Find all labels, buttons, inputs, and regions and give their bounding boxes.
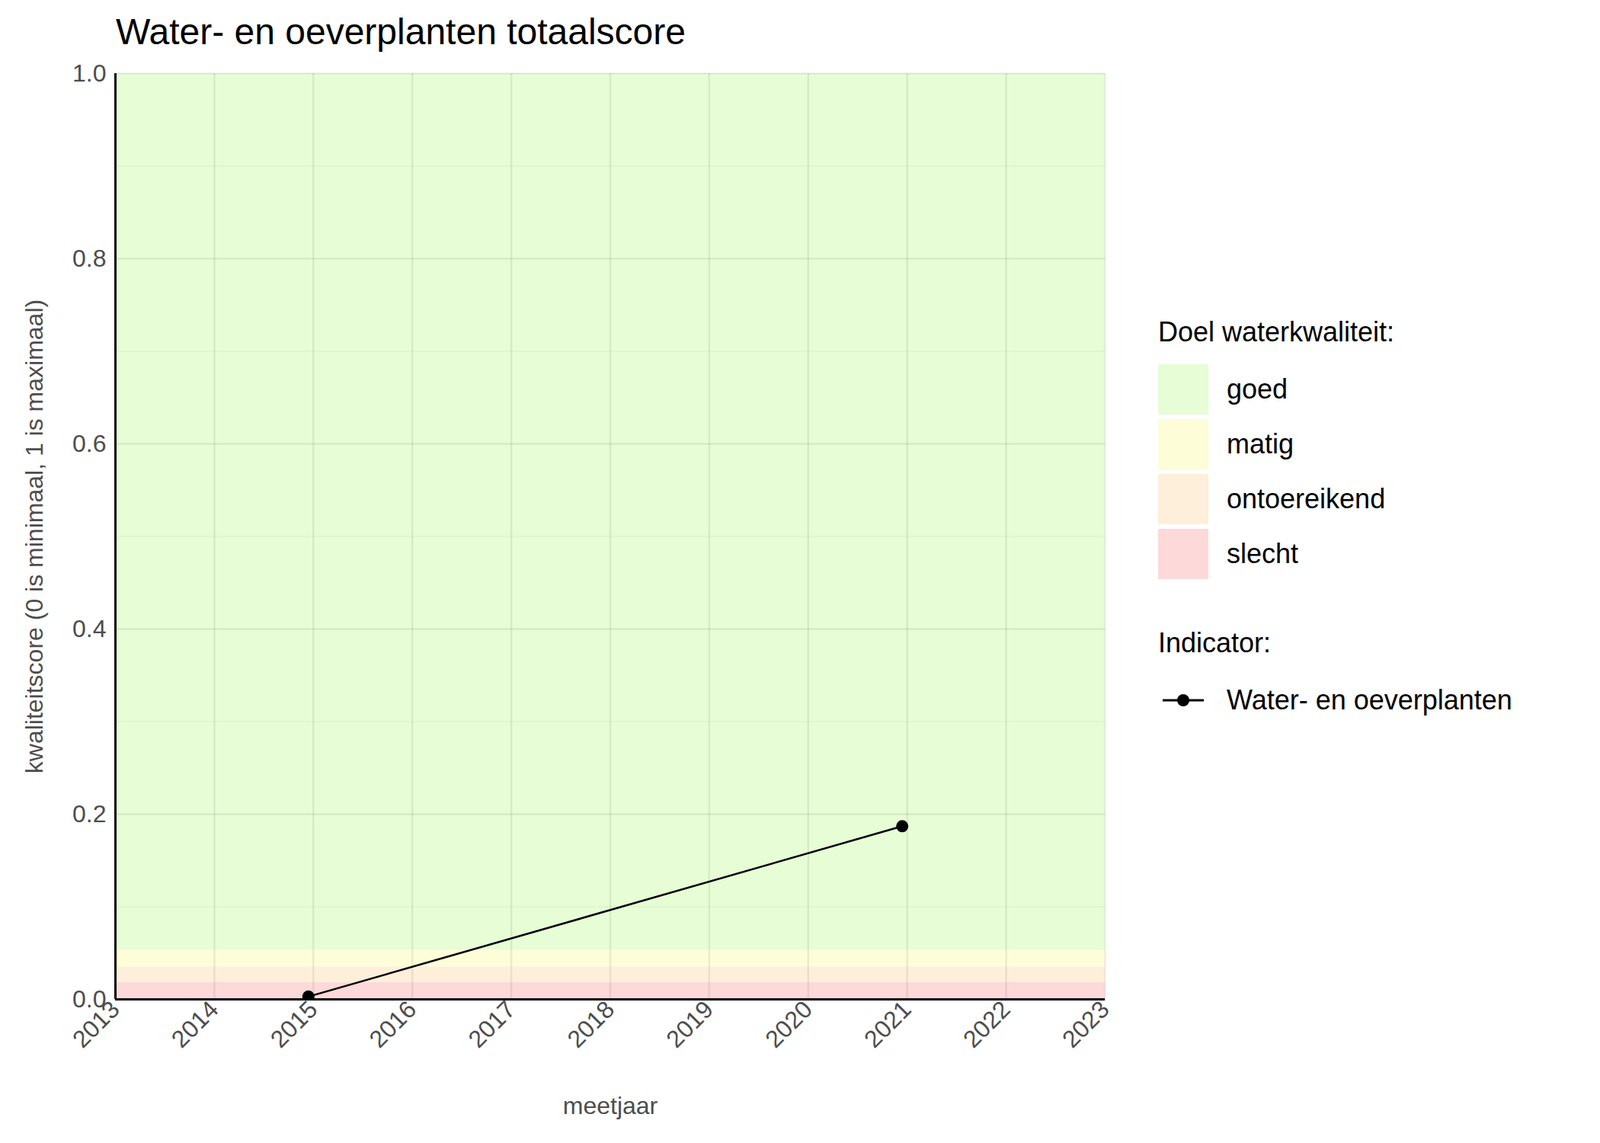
svg-text:2023: 2023 [1056, 995, 1115, 1053]
svg-text:2013: 2013 [67, 995, 125, 1053]
svg-text:0.4: 0.4 [72, 614, 106, 643]
svg-text:2014: 2014 [166, 995, 224, 1053]
html-text:Water- en oeverplanten totaals: Water- en oeverplanten totaalscore [115, 11, 686, 52]
svg-text:2015: 2015 [265, 995, 324, 1053]
svg-text:2018: 2018 [561, 995, 620, 1053]
svg-text:1.0: 1.0 [72, 59, 106, 87]
html-text:Water- en oeverplanten: Water- en oeverplanten [1226, 684, 1513, 716]
svg-text:0.0: 0.0 [72, 984, 107, 1013]
svg-text:2021: 2021 [858, 995, 917, 1053]
svg-text:kwaliteitscore (0 is minimaal,: kwaliteitscore (0 is minimaal, 1 is maxi… [20, 299, 48, 774]
svg-text:2017: 2017 [462, 995, 521, 1053]
html-text:Doel waterkwaliteit:: Doel waterkwaliteit: [1158, 316, 1395, 348]
svg-text:0.2: 0.2 [72, 800, 106, 828]
svg-text:2019: 2019 [660, 995, 719, 1053]
html-text:goed: goed [1226, 373, 1288, 405]
html-text:Indicator:: Indicator: [1158, 627, 1271, 659]
html-text:ontoereikend: ontoereikend [1226, 483, 1386, 515]
html-text:slecht: slecht [1226, 537, 1299, 570]
svg-text:2020: 2020 [759, 995, 818, 1053]
svg-text:0.8: 0.8 [72, 244, 106, 272]
svg-text:2016: 2016 [364, 995, 423, 1053]
html-text:matig: matig [1226, 428, 1294, 460]
svg-text:2022: 2022 [957, 995, 1016, 1053]
svg-text:meetjaar: meetjaar [563, 1091, 659, 1120]
svg-text:0.6: 0.6 [72, 429, 106, 458]
